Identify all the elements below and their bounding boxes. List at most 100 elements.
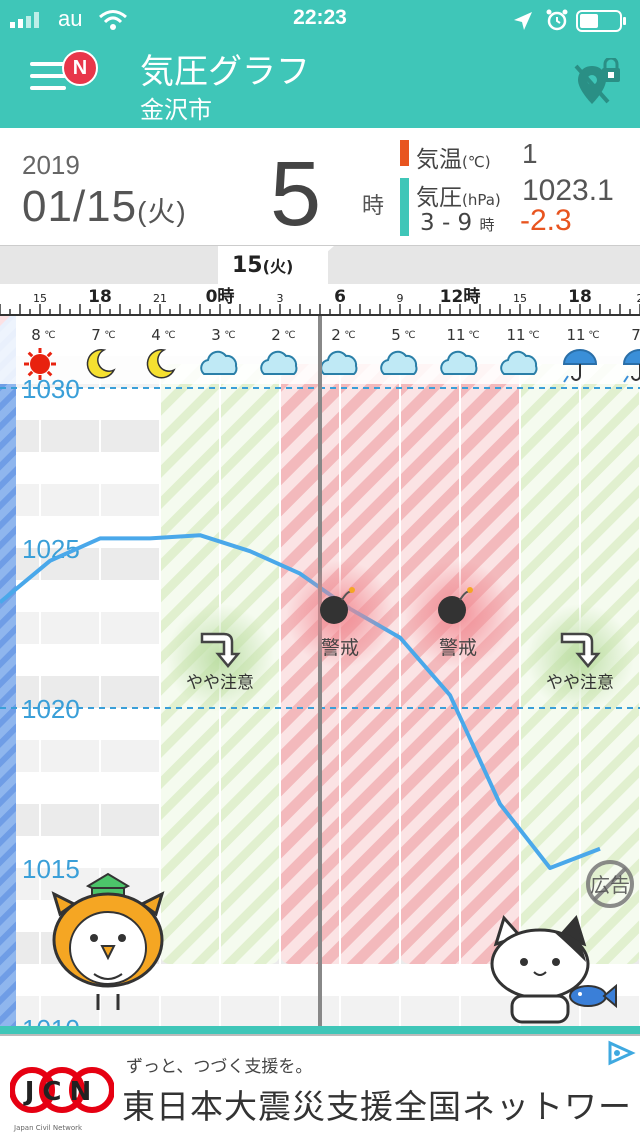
down-arrow-icon [200,632,241,668]
y-axis-label: 1020 [22,694,80,724]
year-label: 2019 [22,150,80,180]
timeline-tick-label: 6 [334,287,346,307]
timeline-tick-label: 18 [88,287,112,307]
pressure-value: 1023.1 [522,174,614,207]
grid-vlines [39,356,640,1026]
forecast-temp-unit: ℃ [344,330,355,341]
cloud-icon [440,350,478,375]
forecast-temp-unit: ℃ [164,330,175,341]
forecast-temp: 3 [211,326,221,344]
day-of-week: (火) [137,196,187,227]
change-range: 3 - 9 時 [420,210,495,236]
timeline-tick-label: 12時 [440,286,481,307]
app-header: au 22:23 N 気圧グラフ 金沢市 [0,0,640,128]
forecast-temp: 7 [91,326,101,344]
timeline-tick-label: 15 [33,292,47,305]
ad-banner[interactable]: JCN Japan Civil Network ずっと、つづく支援を。 東日本大… [0,1034,640,1136]
forecast-temp: 11 [506,326,525,344]
pressure-marker [400,178,409,236]
cloud-icon [200,350,238,375]
past-region-strip [0,316,16,1026]
wifi-icon [99,10,127,30]
forecast-temp: 5 [391,326,401,344]
temperature-label-text: 気温 [416,147,462,173]
current-info-panel: 2019 01/15(火) 5 時 気温(℃) 1 気圧(hPa) 1023.1… [0,128,640,246]
bomb-icon [320,587,355,624]
forecast-temp: 2 [331,326,341,344]
news-badge[interactable]: N [62,50,98,86]
cloud-icon [500,350,538,375]
ad-logo-text: JCN [23,1077,100,1107]
pressure-graph[interactable]: 1518210時36912時15182 8℃7℃4℃3℃2℃2℃5℃11℃11℃… [0,284,640,1026]
menu-button[interactable] [30,62,70,96]
y-axis-label: 1010 [22,1014,80,1026]
ad-mark-icon[interactable]: 広告 [586,860,634,908]
change-range-hours: 3 - 9 [420,210,473,236]
pressure-change-value: -2.3 [520,204,572,237]
hour-unit: 時 [362,194,385,219]
day-tab-day: 15 [232,253,263,278]
pressure-label: 気圧(hPa) [416,178,501,212]
timeline-tick-label: 0時 [206,286,235,307]
timeline-tick-label: 15 [513,292,527,305]
timeline-tick-label: 9 [397,292,404,305]
y-axis-labels: 10301025102010151010 [22,374,80,1026]
clock: 22:23 [293,6,347,29]
temperature-unit: (℃) [462,153,491,171]
y-axis-label: 1015 [22,854,80,884]
pressure-unit: (hPa) [462,191,501,209]
forecast-temp-unit: ℃ [528,330,539,341]
graph-footer-bar [0,1026,640,1034]
umbrella-icon [562,349,598,383]
forecast-temp-unit: ℃ [224,330,235,341]
temperature-label: 気温(℃) [416,140,491,174]
timeline-tick-label: 18 [568,287,592,307]
forecast-temp-unit: ℃ [284,330,295,341]
date-value: 01/15 [22,182,138,231]
forecast-temp-unit: ℃ [468,330,479,341]
hour-value: 5 [270,143,322,245]
temperature-marker [400,140,409,166]
cloud-icon [260,350,298,375]
timeline-ticks: 15 18 21 0時 3 6 9 12時 15 18 2 [0,286,640,315]
zone-label: やや注意 [546,673,614,693]
forecast-temp: 8 [31,326,41,344]
carrier-name: au [58,6,83,31]
ad-mark-text: 広告 [590,873,630,897]
forecast-temp-unit: ℃ [44,330,55,341]
sun-icon [24,348,56,380]
timeline-tick-label: 3 [277,292,284,305]
zone-label: 警戒 [321,637,359,659]
pressure-label-text: 気圧 [416,185,462,211]
temperature-value: 1 [522,138,538,169]
ad-logo-subtitle: Japan Civil Network [14,1124,83,1132]
down-arrow-icon [560,632,601,668]
cloud-icon [320,350,358,375]
day-tab-dow: (火) [262,257,294,276]
y-axis-label: 1030 [22,374,80,404]
city-name[interactable]: 金沢市 [140,96,212,124]
bomb-icon [438,587,473,624]
forecast-temp: 7 [631,326,640,344]
signal-icon [10,12,39,28]
forecast-temp-unit: ℃ [104,330,115,341]
date-label: 01/15(火) [22,182,187,232]
location-off-lock-icon[interactable] [574,58,628,108]
pressure-line [0,533,601,870]
zone-label: 警戒 [439,637,477,659]
ad-headline[interactable]: 東日本大震災支援全国ネットワーク [122,1087,632,1136]
moon-icon [86,349,116,379]
forecast-temp-unit: ℃ [404,330,415,341]
cloud-icon [380,350,418,375]
forecast-temp: 11 [566,326,585,344]
date-band: 15(火) [0,246,640,284]
battery-icon [576,10,626,32]
forecast-temp: 4 [151,326,161,344]
forecast-temp: 2 [271,326,281,344]
ad-choices-icon[interactable] [606,1040,636,1066]
forecast-temp-unit: ℃ [588,330,599,341]
owl-mascot-icon [51,872,165,1010]
moon-icon [146,349,176,379]
jcn-logo-icon[interactable]: JCN [10,1060,114,1124]
